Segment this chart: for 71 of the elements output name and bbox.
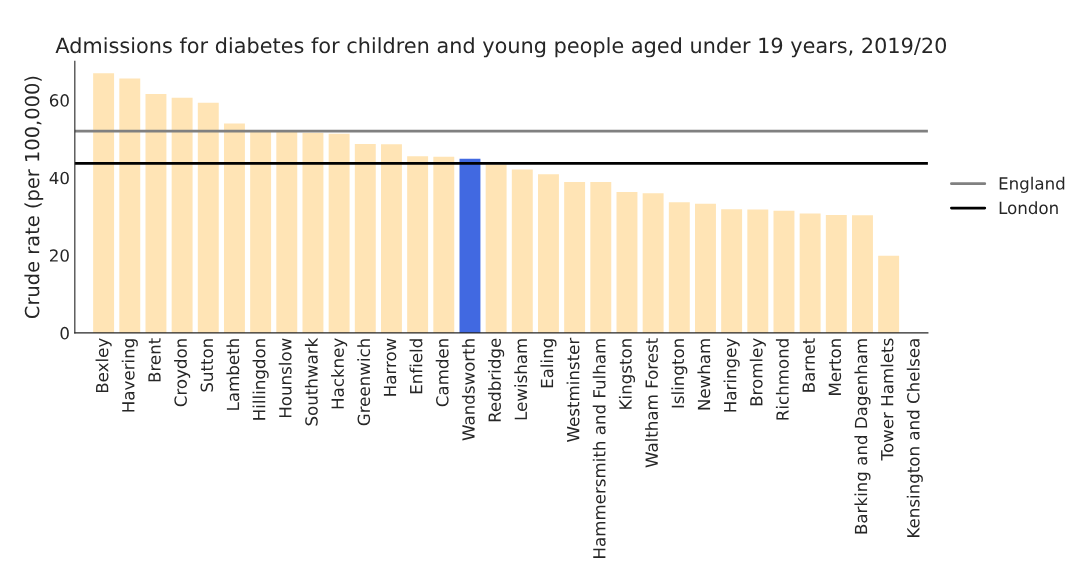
bar	[250, 131, 272, 333]
bar	[197, 102, 219, 333]
bar	[642, 193, 664, 333]
x-tick-label: Wandsworth	[461, 339, 475, 441]
x-tick-label: Redbridge	[488, 338, 505, 422]
x-tick-label: Hillingdon	[252, 339, 269, 420]
x-tick-label: Tower Hamlets	[880, 338, 894, 461]
y-tick-label: 20	[49, 249, 69, 262]
x-tick-label: Westminster	[566, 337, 580, 442]
bar	[852, 215, 873, 333]
x-tick-label: Islington	[671, 339, 688, 408]
bar	[328, 133, 350, 333]
bar	[485, 164, 507, 333]
bar	[511, 169, 533, 333]
x-tick-label: Havering	[121, 339, 138, 412]
x-tick-label: Barnet	[802, 338, 815, 392]
bar	[721, 209, 743, 333]
bar	[459, 158, 481, 333]
bar	[695, 203, 716, 333]
x-tick-label: Harrow	[383, 338, 397, 396]
bar	[93, 73, 115, 333]
bar	[276, 131, 298, 333]
bar	[538, 174, 559, 333]
bar	[590, 181, 612, 333]
bar	[616, 192, 638, 333]
x-tick-label: Lambeth	[226, 339, 240, 410]
x-tick-label: Bromley	[749, 338, 766, 406]
bar	[407, 156, 429, 333]
x-tick-label: Southwark	[304, 337, 318, 426]
y-tick-label: 0	[60, 326, 69, 340]
x-tick-label: Newham	[697, 339, 711, 410]
bar	[668, 202, 690, 333]
bar	[747, 209, 769, 333]
legend-label: London	[999, 201, 1058, 215]
y-tick-label: 40	[49, 171, 69, 185]
x-tick-label: Sutton	[200, 339, 214, 392]
legend-label: England	[999, 176, 1065, 193]
bar	[773, 210, 795, 333]
x-tick-label: Ealing	[540, 339, 557, 388]
bar	[433, 156, 455, 333]
bar	[380, 144, 402, 333]
bar	[354, 143, 376, 333]
x-tick-label: Lewisham	[514, 339, 528, 420]
x-tick-label: Hackney	[331, 338, 348, 409]
x-tick-label: Merton	[828, 339, 842, 395]
x-tick-label: Hammersmith and Fulham	[592, 339, 606, 558]
bar	[564, 181, 586, 333]
x-tick-label: Camden	[435, 339, 449, 407]
y-tick-label: 60	[49, 94, 69, 107]
chart-title: Admissions for diabetes for children and young people aged under 19 years, 2019/20	[55, 37, 947, 58]
x-tick-label: Richmond	[775, 339, 789, 420]
y-axis-title: Crude rate (per 100,000)	[24, 76, 44, 319]
bar	[171, 97, 193, 333]
x-tick-label: Brent	[148, 338, 161, 382]
bar	[878, 255, 900, 333]
bar	[799, 213, 821, 333]
x-tick-label: Bexley	[95, 338, 112, 393]
bar	[223, 123, 245, 333]
x-tick-label: Greenwich	[357, 339, 371, 426]
bar	[145, 93, 167, 333]
bar	[302, 132, 324, 333]
x-tick-label: Haringey	[723, 338, 740, 412]
x-tick-label: Barking and Dagenham	[854, 339, 871, 534]
x-tick-label: Waltham Forest	[645, 338, 658, 468]
bar	[825, 214, 847, 333]
bar	[119, 78, 141, 333]
x-tick-label: Hounslow	[278, 338, 292, 418]
x-tick-label: Enfield	[409, 339, 423, 394]
x-tick-label: Kingston	[618, 339, 636, 409]
x-tick-label: Kensington and Chelsea	[906, 339, 923, 537]
x-tick-label: Croydon	[174, 339, 191, 407]
